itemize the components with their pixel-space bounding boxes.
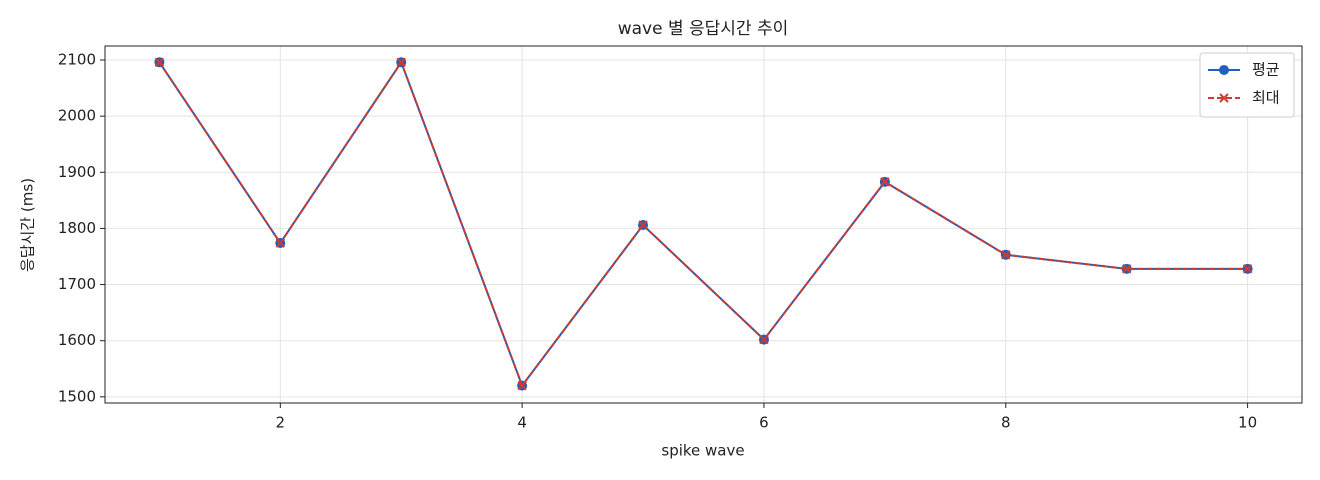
legend-label: 최대 xyxy=(1252,89,1280,107)
y-tick-label: 2100 xyxy=(58,51,96,69)
series-line xyxy=(158,60,1248,388)
legend-marker xyxy=(1219,93,1229,103)
x-tick-label: 10 xyxy=(1238,414,1257,432)
x-tick-label: 4 xyxy=(517,414,527,432)
legend-box xyxy=(1199,52,1295,118)
y-tick-label: 1800 xyxy=(58,219,96,237)
point xyxy=(396,57,406,67)
chart-title: wave 별 응답시간 추이 xyxy=(618,19,789,39)
point xyxy=(1001,250,1011,260)
y-tick-label: 1900 xyxy=(58,163,96,181)
x-tick-label: 8 xyxy=(1001,414,1011,432)
point xyxy=(517,380,527,391)
x-tick-label: 2 xyxy=(276,414,286,432)
x-axis-label: spike wave xyxy=(661,442,744,460)
point xyxy=(275,238,286,248)
y-tick-label: 1700 xyxy=(58,275,96,293)
point xyxy=(1121,264,1132,274)
point xyxy=(880,177,890,187)
y-axis-label: 응답시간 (ms) xyxy=(19,178,37,272)
legend-marker xyxy=(1219,65,1229,75)
point xyxy=(759,334,769,345)
y-tick-label: 1500 xyxy=(58,387,96,405)
x-tick-label: 6 xyxy=(759,414,769,432)
y-tick-label: 2000 xyxy=(58,107,96,125)
y-tick-label: 1600 xyxy=(58,331,96,349)
legend-label: 평균 xyxy=(1252,61,1280,79)
series-line xyxy=(158,60,1248,388)
point xyxy=(638,220,648,230)
point xyxy=(154,57,165,67)
point xyxy=(1242,264,1253,274)
plot-frame xyxy=(104,45,1303,404)
